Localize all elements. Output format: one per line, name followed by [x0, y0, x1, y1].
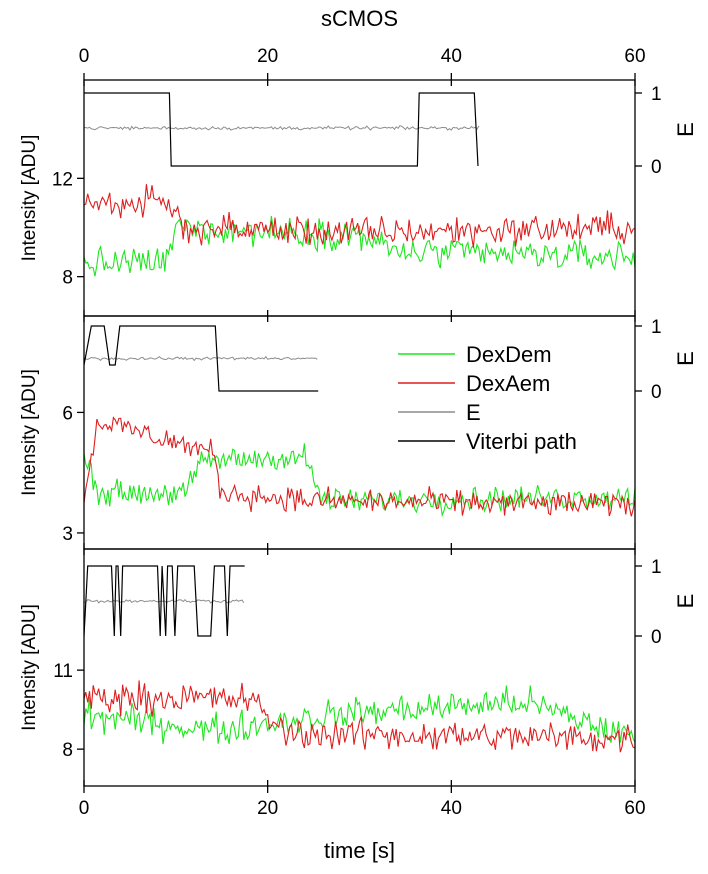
y-axis-label: Intensity [ADU]	[19, 135, 40, 262]
viterbi-path	[84, 565, 245, 637]
dexdem-trace	[84, 215, 635, 277]
legend-label-1: DexDem	[466, 342, 552, 367]
y-tick-label: 3	[62, 524, 73, 545]
panel-3	[84, 565, 635, 753]
e-tick-label: 0	[651, 627, 662, 648]
panel-1-frame	[83, 79, 636, 317]
legend: DexDem DexAem E Viterbi path	[398, 342, 577, 454]
legend-label-4: Viterbi path	[466, 429, 577, 454]
chart-title: sCMOS	[321, 6, 398, 31]
x-axis-label: time [s]	[324, 838, 395, 863]
viterbi-path	[84, 325, 319, 392]
panel-2-traces	[84, 325, 635, 518]
y-tick-label: 12	[52, 169, 73, 190]
e-tick-label: 1	[651, 84, 662, 105]
panel-1	[84, 92, 635, 277]
e-axis-label: E	[673, 122, 698, 137]
x-top-tick-label: 0	[79, 46, 90, 67]
legend-label-3: E	[466, 400, 481, 425]
y-axis-label: Intensity [ADU]	[19, 604, 40, 731]
x-top-tick-label: 40	[441, 46, 462, 67]
e-tick-label: 0	[651, 157, 662, 178]
e-axis-label: E	[673, 594, 698, 609]
dexaem-trace	[84, 416, 635, 517]
x-bottom-tick-label: 20	[257, 798, 278, 819]
dexaem-trace	[84, 680, 635, 753]
y-tick-label: 11	[53, 661, 73, 682]
e-axis-label: E	[673, 351, 698, 366]
e-tick-label: 1	[651, 317, 662, 338]
panel-3-frame	[83, 548, 636, 787]
x-top-tick-label: 20	[257, 46, 278, 67]
x-bottom-tick-label: 40	[441, 798, 462, 819]
e-trace	[84, 125, 480, 131]
x-top-tick-label: 60	[624, 46, 645, 67]
panel-3-traces	[84, 565, 635, 753]
legend-label-2: DexAem	[466, 371, 550, 396]
e-tick-label: 1	[651, 557, 662, 578]
y-axis-label: Intensity [ADU]	[19, 369, 40, 496]
viterbi-path	[84, 92, 479, 167]
x-bottom-tick-label: 0	[79, 798, 90, 819]
y-tick-label: 8	[62, 740, 73, 761]
y-tick-label: 6	[62, 403, 73, 424]
dexdem-trace	[84, 685, 635, 745]
x-bottom-tick-label: 60	[624, 798, 645, 819]
dexaem-trace	[84, 184, 635, 248]
e-tick-label: 0	[651, 382, 662, 403]
e-trace	[84, 355, 318, 362]
panel-1-traces	[84, 92, 635, 277]
panel-2	[84, 325, 635, 518]
dexdem-trace	[84, 443, 635, 518]
panels-layer	[84, 92, 635, 753]
y-tick-label: 8	[62, 268, 73, 289]
